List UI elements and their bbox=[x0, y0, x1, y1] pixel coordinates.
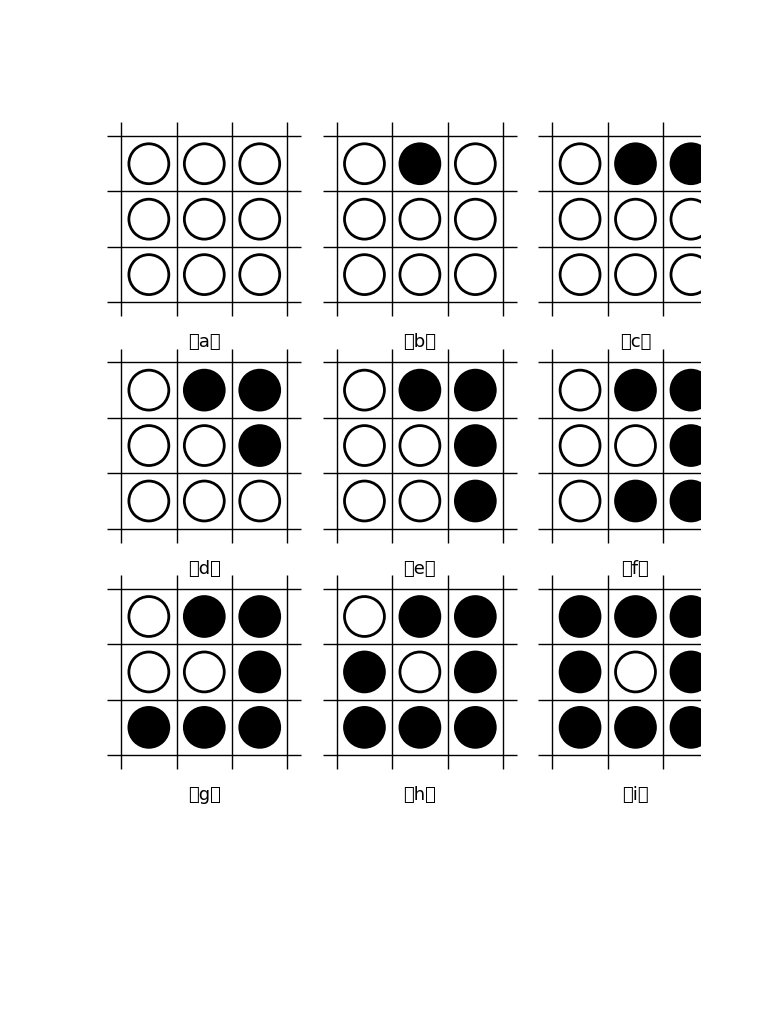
Text: （a）: （a） bbox=[188, 333, 220, 351]
Circle shape bbox=[400, 144, 440, 183]
Circle shape bbox=[240, 426, 280, 465]
Circle shape bbox=[400, 371, 440, 410]
Circle shape bbox=[184, 597, 224, 636]
Circle shape bbox=[344, 426, 384, 465]
Text: （b）: （b） bbox=[404, 333, 437, 351]
Circle shape bbox=[129, 597, 169, 636]
Circle shape bbox=[400, 652, 440, 692]
Circle shape bbox=[129, 371, 169, 410]
Circle shape bbox=[184, 482, 224, 521]
Circle shape bbox=[344, 144, 384, 183]
Circle shape bbox=[184, 652, 224, 692]
Circle shape bbox=[400, 482, 440, 521]
Circle shape bbox=[615, 482, 655, 521]
Circle shape bbox=[344, 200, 384, 239]
Circle shape bbox=[240, 597, 280, 636]
Circle shape bbox=[184, 200, 224, 239]
Circle shape bbox=[560, 597, 600, 636]
Circle shape bbox=[344, 597, 384, 636]
Circle shape bbox=[560, 200, 600, 239]
Circle shape bbox=[615, 708, 655, 747]
Circle shape bbox=[344, 482, 384, 521]
Circle shape bbox=[671, 708, 711, 747]
Circle shape bbox=[240, 254, 280, 294]
Circle shape bbox=[240, 144, 280, 183]
Circle shape bbox=[560, 426, 600, 465]
Circle shape bbox=[455, 482, 495, 521]
Circle shape bbox=[560, 708, 600, 747]
Circle shape bbox=[615, 597, 655, 636]
Text: （c）: （c） bbox=[620, 333, 651, 351]
Circle shape bbox=[615, 371, 655, 410]
Circle shape bbox=[129, 200, 169, 239]
Circle shape bbox=[400, 426, 440, 465]
Circle shape bbox=[129, 652, 169, 692]
Text: （d）: （d） bbox=[188, 560, 221, 577]
Text: （e）: （e） bbox=[404, 560, 437, 577]
Text: （f）: （f） bbox=[622, 560, 649, 577]
Circle shape bbox=[671, 597, 711, 636]
Circle shape bbox=[129, 482, 169, 521]
Circle shape bbox=[671, 482, 711, 521]
Circle shape bbox=[344, 708, 384, 747]
Circle shape bbox=[560, 254, 600, 294]
Circle shape bbox=[671, 144, 711, 183]
Circle shape bbox=[129, 144, 169, 183]
Circle shape bbox=[129, 426, 169, 465]
Circle shape bbox=[671, 254, 711, 294]
Circle shape bbox=[560, 482, 600, 521]
Circle shape bbox=[615, 652, 655, 692]
Circle shape bbox=[615, 254, 655, 294]
Circle shape bbox=[671, 371, 711, 410]
Circle shape bbox=[184, 426, 224, 465]
Circle shape bbox=[240, 200, 280, 239]
Circle shape bbox=[671, 426, 711, 465]
Text: （i）: （i） bbox=[622, 786, 649, 804]
Circle shape bbox=[560, 652, 600, 692]
Circle shape bbox=[129, 254, 169, 294]
Circle shape bbox=[455, 254, 495, 294]
Circle shape bbox=[455, 144, 495, 183]
Circle shape bbox=[455, 200, 495, 239]
Text: （h）: （h） bbox=[404, 786, 437, 804]
Circle shape bbox=[400, 200, 440, 239]
Circle shape bbox=[344, 652, 384, 692]
Circle shape bbox=[184, 708, 224, 747]
Circle shape bbox=[560, 371, 600, 410]
Circle shape bbox=[455, 708, 495, 747]
Circle shape bbox=[344, 371, 384, 410]
Circle shape bbox=[129, 708, 169, 747]
Circle shape bbox=[344, 254, 384, 294]
Text: （g）: （g） bbox=[188, 786, 221, 804]
Circle shape bbox=[560, 144, 600, 183]
Circle shape bbox=[240, 371, 280, 410]
Circle shape bbox=[671, 652, 711, 692]
Circle shape bbox=[455, 371, 495, 410]
Circle shape bbox=[615, 426, 655, 465]
Circle shape bbox=[184, 254, 224, 294]
Circle shape bbox=[455, 426, 495, 465]
Circle shape bbox=[455, 652, 495, 692]
Circle shape bbox=[615, 144, 655, 183]
Circle shape bbox=[240, 652, 280, 692]
Circle shape bbox=[240, 708, 280, 747]
Circle shape bbox=[240, 482, 280, 521]
Circle shape bbox=[400, 254, 440, 294]
Circle shape bbox=[184, 371, 224, 410]
Circle shape bbox=[671, 200, 711, 239]
Circle shape bbox=[455, 597, 495, 636]
Circle shape bbox=[184, 144, 224, 183]
Circle shape bbox=[400, 597, 440, 636]
Circle shape bbox=[615, 200, 655, 239]
Circle shape bbox=[400, 708, 440, 747]
